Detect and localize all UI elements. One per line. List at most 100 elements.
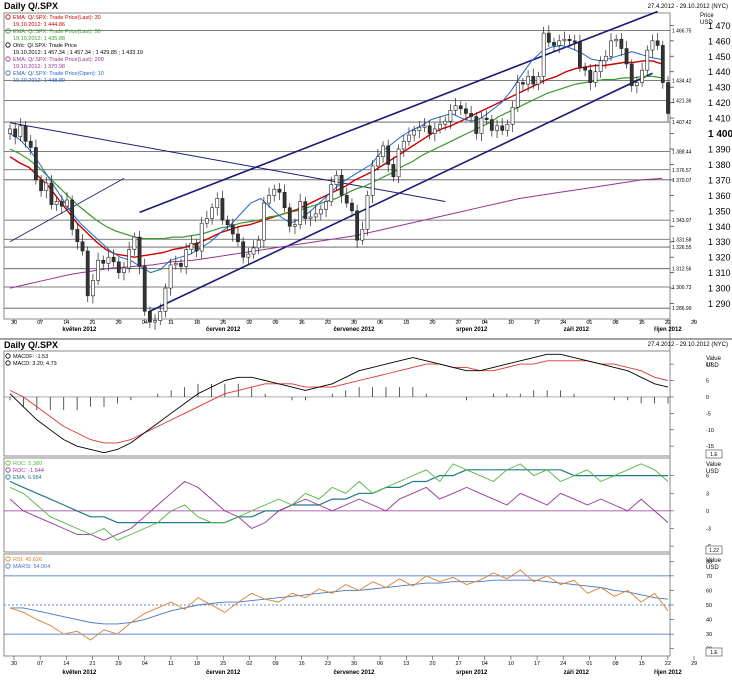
price-layer: 1 466.75 1 434.42 1 421.36 1 407.42 1 388.44… <box>4 10 732 330</box>
rsi-unit-box[interactable] <box>705 647 723 657</box>
legend-ema30: EMA: Q/.SPX: Trade Price(Last): 30 <box>13 15 101 21</box>
candle <box>443 120 448 125</box>
level-label: 1 407.42 <box>672 120 692 126</box>
candle <box>464 108 468 114</box>
y-tick-label: 1 440 <box>708 67 731 77</box>
candle <box>194 242 199 252</box>
candle <box>324 201 328 210</box>
rsi-line <box>9 569 669 641</box>
candle <box>391 164 396 178</box>
candle <box>531 76 536 85</box>
level-label-bg <box>671 76 698 84</box>
candle <box>629 63 634 86</box>
x-tick-label: 20 <box>429 661 435 667</box>
x-month-label: říjen 2012 <box>654 327 682 333</box>
y-tick-label: 1 390 <box>708 145 731 155</box>
x-month-label: říjen 2012 <box>654 670 682 676</box>
candle <box>422 125 427 128</box>
candle <box>158 310 163 321</box>
y-tick-label: 60 <box>706 588 712 594</box>
candle <box>49 182 54 205</box>
y-tick-label: -15 <box>706 444 714 450</box>
candle <box>593 71 598 83</box>
candle <box>650 40 655 51</box>
candle <box>85 250 90 297</box>
candle <box>111 256 116 263</box>
legend-ema200-value: 19.10.2012: 1 370.98 <box>13 64 65 70</box>
candle <box>28 140 33 148</box>
ema30-line <box>9 60 663 258</box>
ema10-line <box>9 45 663 274</box>
level-label: 1 300.73 <box>672 285 692 291</box>
level-label-bg <box>671 283 698 291</box>
level-label-bg <box>671 118 698 126</box>
candle <box>225 219 230 226</box>
candle <box>293 224 297 227</box>
level-label-bg <box>671 97 698 105</box>
legend-roc-1: ROC: 5.380 <box>13 461 42 467</box>
candle <box>168 264 173 289</box>
x-tick-label: 16 <box>299 320 305 326</box>
candle <box>495 125 499 131</box>
legend-rsi: RSI: 45.626 <box>13 557 42 563</box>
x-tick-label: 17 <box>534 661 540 667</box>
x-tick-label: 29 <box>116 661 122 667</box>
x-tick-label: 01 <box>586 320 592 326</box>
candle <box>153 320 157 323</box>
roc-legend: ROC: 5.380 ROC: -1.844 EMA: 6.984 <box>5 460 44 481</box>
level-label: 1 370.07 <box>672 178 692 184</box>
macd-unit-box[interactable] <box>705 449 723 459</box>
x-tick-label: 30 <box>351 320 357 326</box>
candle <box>179 263 183 267</box>
candle <box>583 66 587 71</box>
candle <box>236 233 240 243</box>
ema50-line <box>9 75 663 240</box>
y-tick-label: 0 <box>706 395 709 401</box>
level-label-bg <box>671 235 698 243</box>
x-month-label: květen 2012 <box>62 327 97 333</box>
macd-unit-label: 1.E <box>710 452 718 458</box>
x-tick-label: 22 <box>665 320 671 326</box>
x-tick-label: 07 <box>37 320 43 326</box>
x-month-label: srpen 2012 <box>456 327 488 333</box>
rsi-unit-label: 1.E <box>710 650 718 656</box>
candle <box>640 69 644 83</box>
candle <box>541 32 546 77</box>
candle <box>106 256 111 264</box>
candle <box>588 69 593 83</box>
x-tick-label: 22 <box>665 661 671 667</box>
candle <box>137 236 142 267</box>
x-month-label: červen 2012 <box>206 327 241 333</box>
legend-marsi: MARSI: 54.064 <box>13 564 50 570</box>
legend-ema30-value: 19.10.2012: 1 444.86 <box>13 22 65 28</box>
x-tick-label: 04 <box>142 661 148 667</box>
x-tick-label: 11 <box>168 661 174 667</box>
candle <box>603 55 608 62</box>
candle <box>287 207 292 227</box>
candle <box>381 145 385 158</box>
legend-ema10: EMA: Q/.SPX: Trade Price(Open): 10 <box>13 71 104 77</box>
x-tick-label: 14 <box>63 661 69 667</box>
x-tick-label: 07 <box>37 661 43 667</box>
candle <box>407 134 411 142</box>
channel-upper <box>139 10 658 214</box>
level-label: 1 388.44 <box>672 149 692 155</box>
y-tick-label: 1 290 <box>708 299 731 309</box>
candle <box>479 117 484 134</box>
legend-roc-ema: EMA: 6.984 <box>13 475 42 481</box>
level-label: 1 376.57 <box>672 168 692 174</box>
candle <box>578 42 582 68</box>
roc-unit-box[interactable] <box>705 545 723 555</box>
y-tick-label: 1 340 <box>708 222 731 232</box>
candle <box>329 184 334 202</box>
x-tick-label: 27 <box>456 661 462 667</box>
macd-axis-title: Value <box>706 356 722 362</box>
y-tick-label: 1 300 <box>708 284 731 294</box>
y-tick-label: 1 460 <box>708 36 731 46</box>
level-label: 1 343.97 <box>672 218 692 224</box>
candle <box>313 213 318 218</box>
y-tick-label: 1 350 <box>708 206 731 216</box>
legend-macd: MACD: 3.20; 4.73 <box>13 361 57 367</box>
macd-layer: -15 -10 -5 0 5 10 <box>4 353 714 454</box>
roc-ema-line <box>9 469 668 524</box>
